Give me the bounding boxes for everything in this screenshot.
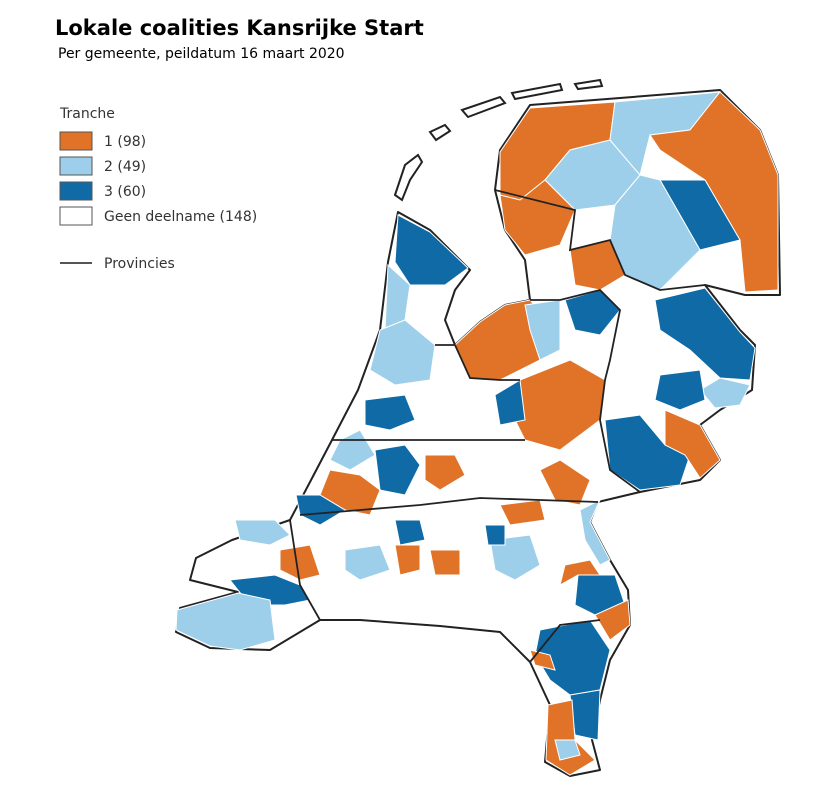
municipality bbox=[394, 519, 426, 546]
legend-line-label: Provincies bbox=[104, 256, 175, 272]
legend-label: 3 (60) bbox=[104, 184, 146, 200]
municipality bbox=[489, 534, 541, 581]
island bbox=[510, 82, 564, 101]
municipality bbox=[279, 544, 321, 581]
municipality bbox=[539, 459, 591, 506]
legend-swatch bbox=[59, 181, 93, 201]
island bbox=[428, 123, 452, 142]
legend-swatch bbox=[59, 156, 93, 176]
legend-label: 1 (98) bbox=[104, 134, 146, 150]
municipality bbox=[344, 544, 391, 581]
legend-label: 2 (49) bbox=[104, 159, 146, 175]
province-border bbox=[289, 519, 321, 621]
title: Lokale coalities Kansrijke Start bbox=[55, 16, 424, 40]
municipality bbox=[654, 287, 756, 381]
province-border bbox=[435, 344, 520, 381]
municipality bbox=[649, 91, 779, 293]
municipality bbox=[594, 599, 631, 641]
map bbox=[175, 78, 781, 777]
province-border bbox=[529, 619, 601, 663]
subtitle: Per gemeente, peildatum 16 maart 2020 bbox=[58, 46, 345, 62]
municipality bbox=[484, 524, 506, 546]
municipality bbox=[499, 499, 546, 526]
legend-title: Tranche bbox=[59, 106, 115, 122]
municipality bbox=[429, 549, 461, 576]
municipality bbox=[664, 409, 721, 479]
municipality bbox=[494, 379, 526, 426]
island bbox=[573, 78, 604, 91]
island bbox=[393, 153, 424, 202]
municipality bbox=[369, 319, 436, 386]
municipality bbox=[579, 498, 611, 566]
municipality bbox=[175, 592, 276, 651]
province-border bbox=[530, 289, 641, 493]
municipality bbox=[424, 454, 466, 491]
municipality bbox=[234, 519, 291, 546]
province-border bbox=[299, 497, 599, 516]
municipality bbox=[394, 214, 469, 286]
municipality bbox=[364, 394, 416, 431]
municipality bbox=[545, 699, 596, 776]
province-border bbox=[494, 189, 706, 291]
municipality bbox=[559, 559, 601, 586]
municipality bbox=[654, 369, 706, 411]
island bbox=[460, 95, 507, 119]
legend-swatch bbox=[59, 131, 93, 151]
legend-label: Geen deelname (148) bbox=[104, 209, 257, 225]
legend-swatch bbox=[59, 206, 93, 226]
municipality bbox=[554, 739, 581, 761]
municipality bbox=[699, 377, 751, 409]
municipality bbox=[374, 444, 421, 496]
municipality bbox=[394, 544, 421, 576]
legend: Tranche Provincies 1 (98) 2 (49) 3 (60) Gee… bbox=[59, 106, 257, 272]
municipality bbox=[295, 494, 346, 526]
